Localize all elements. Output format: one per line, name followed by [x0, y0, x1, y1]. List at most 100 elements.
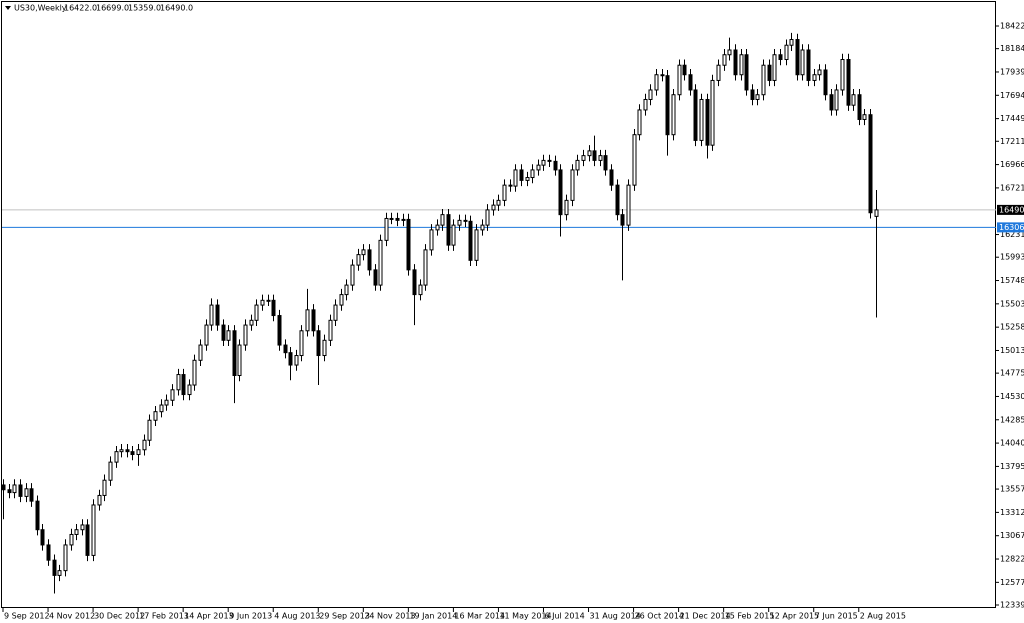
x-tick-label: 15 Feb 2015: [725, 612, 775, 621]
candle-body: [581, 155, 586, 161]
price-label: 16490.0: [999, 205, 1024, 214]
candle-body: [626, 184, 631, 226]
x-tick-label: 16 Mar 2014: [454, 612, 505, 621]
candle-body: [834, 89, 839, 111]
candle-body: [598, 155, 603, 161]
menu-arrow[interactable]: [5, 6, 11, 10]
y-tick-label: 15258.0: [1000, 323, 1024, 332]
candle-body: [7, 489, 12, 494]
candle-body: [699, 98, 704, 141]
candle-body: [69, 533, 74, 546]
candle-body: [198, 344, 203, 361]
candle-body: [288, 352, 293, 366]
candle-body: [722, 54, 727, 66]
candle-body: [553, 160, 558, 171]
candle-body: [170, 389, 175, 401]
candle-body: [671, 94, 676, 136]
candle-body: [322, 339, 327, 357]
candle-body: [153, 411, 158, 421]
candle-body: [29, 488, 34, 502]
header-value: 16490.0: [160, 4, 193, 13]
candle-body: [547, 159, 552, 162]
candle-body: [12, 484, 17, 494]
candle-body: [789, 39, 794, 46]
candle-body: [829, 94, 834, 111]
candle-body: [750, 89, 755, 100]
candle-body: [24, 488, 29, 497]
y-tick-label: 15748.0: [1000, 276, 1024, 285]
x-tick-label: 11 May 2014: [499, 612, 551, 621]
candle-body: [283, 344, 288, 354]
x-tick-label: 2 Aug 2015: [860, 612, 906, 621]
x-tick-label: 19 Jan 2014: [409, 612, 457, 621]
candle-body: [705, 98, 710, 146]
x-tick-label: 14 Apr 2013: [184, 612, 233, 621]
candle-body: [519, 169, 524, 181]
candle-body: [226, 330, 231, 341]
candle-body: [266, 299, 271, 302]
candle-body: [18, 484, 23, 497]
candle-body: [744, 54, 749, 91]
y-tick-label: 13312.0: [1000, 508, 1024, 517]
y-tick-label: 13795.0: [1000, 462, 1024, 471]
candle-body: [311, 309, 316, 332]
candle-body: [192, 359, 197, 386]
y-tick-label: 16966.0: [1000, 160, 1024, 169]
y-tick-label: 15013.0: [1000, 346, 1024, 355]
candle-body: [215, 304, 220, 326]
candle-body: [418, 284, 423, 296]
candle-body: [536, 164, 541, 171]
candle-body: [221, 324, 226, 341]
candle-body: [716, 64, 721, 81]
candle-body: [772, 54, 777, 81]
candle-body: [840, 59, 845, 91]
candle-body: [384, 217, 389, 241]
x-tick-label: 24 Nov 2013: [364, 612, 415, 621]
candle-body: [677, 64, 682, 96]
candle-body: [395, 217, 400, 221]
candle-body: [74, 529, 79, 535]
price-label-box: [997, 222, 1024, 233]
candle-body: [401, 218, 406, 221]
candle-body: [299, 330, 304, 357]
y-tick-label: 17939.0: [1000, 67, 1024, 76]
candle-body: [423, 249, 428, 286]
candle-body: [463, 219, 468, 222]
candle-body: [564, 199, 569, 216]
price-label: 16306.3: [999, 223, 1024, 232]
candle-body: [97, 494, 102, 506]
x-tick-label: 21 Dec 2014: [680, 612, 731, 621]
candle-body: [575, 159, 580, 171]
candle-body: [525, 177, 530, 181]
y-tick-label: 14530.0: [1000, 392, 1024, 401]
candle-body: [119, 449, 124, 453]
candle-body: [710, 79, 715, 146]
candle-body: [846, 59, 851, 106]
candle-body: [237, 344, 242, 377]
candle-body: [513, 169, 518, 187]
candle-body: [654, 74, 659, 91]
candle-body: [446, 214, 451, 246]
candle-body: [378, 239, 383, 286]
candle-body: [361, 249, 366, 256]
candle-body: [181, 374, 186, 396]
candle-body: [389, 217, 394, 220]
candle-body: [451, 224, 456, 246]
candle-body: [406, 218, 411, 271]
y-tick-label: 12577.0: [1000, 578, 1024, 587]
x-tick-label: 31 Aug 2014: [590, 612, 641, 621]
candle-body: [232, 330, 237, 377]
candle-body: [851, 94, 856, 106]
candle-body: [767, 64, 772, 81]
x-tick-label: 17 Feb 2013: [139, 612, 189, 621]
candle-body: [328, 319, 333, 341]
candle-body: [57, 570, 62, 576]
candle-body: [620, 214, 625, 226]
candle-body: [592, 150, 597, 161]
candle-body: [609, 169, 614, 186]
candle-body: [271, 299, 276, 317]
y-tick-label: 12822.0: [1000, 555, 1024, 564]
candle-body: [682, 64, 687, 76]
candle-body: [800, 49, 805, 76]
